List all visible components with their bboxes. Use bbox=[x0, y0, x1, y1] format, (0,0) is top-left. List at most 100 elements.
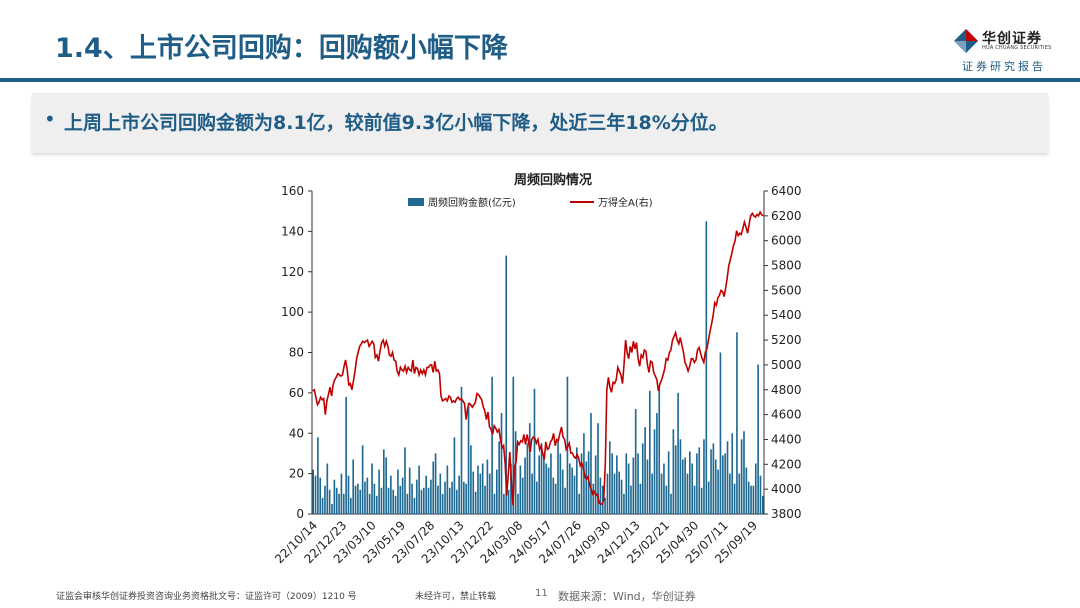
bar bbox=[366, 477, 369, 514]
bar bbox=[623, 493, 625, 514]
bar bbox=[620, 479, 623, 514]
bar bbox=[453, 437, 456, 514]
legend-bar-swatch bbox=[408, 198, 424, 206]
bar bbox=[333, 479, 336, 514]
bar bbox=[371, 463, 373, 514]
left-tick-label: 140 bbox=[281, 224, 304, 238]
bar bbox=[463, 481, 465, 514]
bar bbox=[495, 469, 498, 514]
bar bbox=[533, 388, 536, 514]
bar bbox=[342, 493, 345, 514]
bar bbox=[314, 475, 317, 514]
bar bbox=[552, 477, 555, 514]
bar bbox=[387, 487, 390, 514]
bar bbox=[422, 487, 425, 514]
bar bbox=[390, 475, 392, 514]
bar bbox=[446, 465, 449, 514]
bar bbox=[604, 497, 606, 514]
bar bbox=[726, 441, 729, 514]
bar bbox=[425, 475, 428, 514]
bar bbox=[338, 493, 340, 514]
bar bbox=[578, 493, 581, 514]
line-series bbox=[312, 210, 764, 506]
bar bbox=[543, 457, 545, 514]
left-tick-label: 100 bbox=[281, 305, 304, 319]
right-tick-label: 5200 bbox=[771, 333, 802, 347]
bar bbox=[488, 473, 491, 514]
bar bbox=[437, 485, 439, 514]
bar bbox=[721, 455, 724, 514]
left-tick-label: 80 bbox=[289, 346, 304, 360]
bar bbox=[597, 423, 599, 514]
bar bbox=[658, 386, 661, 514]
bar bbox=[472, 471, 475, 514]
bar bbox=[705, 221, 708, 514]
bar bbox=[698, 447, 701, 514]
bar bbox=[754, 463, 757, 514]
bar bbox=[378, 469, 380, 514]
bar bbox=[571, 467, 573, 514]
logo-mark-icon bbox=[954, 29, 978, 53]
bar bbox=[460, 386, 463, 514]
bar bbox=[757, 364, 759, 514]
bar bbox=[481, 463, 484, 514]
left-tick-label: 60 bbox=[289, 386, 304, 400]
bar bbox=[733, 483, 736, 514]
bar bbox=[646, 459, 649, 514]
bar bbox=[528, 423, 531, 514]
right-tick-label: 6000 bbox=[771, 234, 802, 248]
summary-text: 上周上市公司回购金额为8.1亿，较前值9.3亿小幅下降，处近三年18%分位。 bbox=[64, 112, 728, 134]
bar bbox=[477, 465, 479, 514]
bar bbox=[594, 455, 597, 514]
bar bbox=[401, 477, 404, 514]
bar bbox=[651, 473, 654, 514]
bar bbox=[625, 453, 628, 514]
bar bbox=[545, 463, 548, 514]
chart-legend: 周频回购金额(亿元) 万得全A(右) bbox=[408, 196, 653, 209]
bar bbox=[439, 473, 442, 514]
bar bbox=[564, 487, 566, 514]
left-tick-label: 160 bbox=[281, 184, 304, 198]
bar bbox=[328, 489, 331, 514]
bar bbox=[559, 453, 562, 514]
company-logo: 华创证券 HUA CHUANG SECURITIES 证券研究报告 bbox=[948, 24, 1068, 74]
header-divider bbox=[0, 78, 1080, 82]
bar bbox=[484, 485, 486, 514]
bar bbox=[576, 447, 578, 514]
bar bbox=[663, 463, 665, 514]
header: 1.4、上市公司回购：回购额小幅下降 华创证券 HUA CHUANG SECUR… bbox=[0, 0, 1080, 82]
bar bbox=[470, 445, 472, 514]
bar bbox=[660, 473, 663, 514]
buyback-chart: 周频回购情况 周频回购金额(亿元) 万得全A(右) 0 20 40 60 80 100 12… bbox=[272, 172, 802, 566]
bar bbox=[432, 461, 435, 514]
bar bbox=[644, 427, 646, 514]
right-tick-label: 5600 bbox=[771, 283, 802, 297]
right-tick-label: 6200 bbox=[771, 209, 802, 223]
bar bbox=[507, 489, 510, 514]
bar bbox=[408, 467, 411, 514]
bar bbox=[573, 475, 576, 514]
bar bbox=[674, 445, 677, 514]
bar bbox=[538, 455, 541, 514]
bar bbox=[743, 431, 745, 514]
right-tick-label: 6400 bbox=[771, 184, 802, 198]
bar bbox=[656, 413, 658, 514]
bar bbox=[357, 483, 359, 514]
bar bbox=[503, 493, 505, 514]
bar bbox=[606, 473, 609, 514]
bar bbox=[498, 441, 500, 514]
bar bbox=[434, 453, 437, 514]
bar bbox=[411, 483, 413, 514]
bar bbox=[568, 463, 571, 514]
bar bbox=[455, 489, 458, 514]
bar bbox=[486, 459, 489, 514]
bar bbox=[672, 429, 675, 514]
bar bbox=[531, 473, 533, 514]
bar bbox=[385, 457, 387, 514]
license-note: 证监会审核华创证券投资咨询业务资格批文号：证监许可（2009）1210 号 bbox=[56, 592, 357, 602]
bar bbox=[427, 487, 430, 514]
page-title: 1.4、上市公司回购：回购额小幅下降 bbox=[55, 33, 508, 64]
logo-name: 华创证券 bbox=[982, 31, 1042, 47]
bar bbox=[641, 443, 644, 514]
bar bbox=[616, 455, 618, 514]
